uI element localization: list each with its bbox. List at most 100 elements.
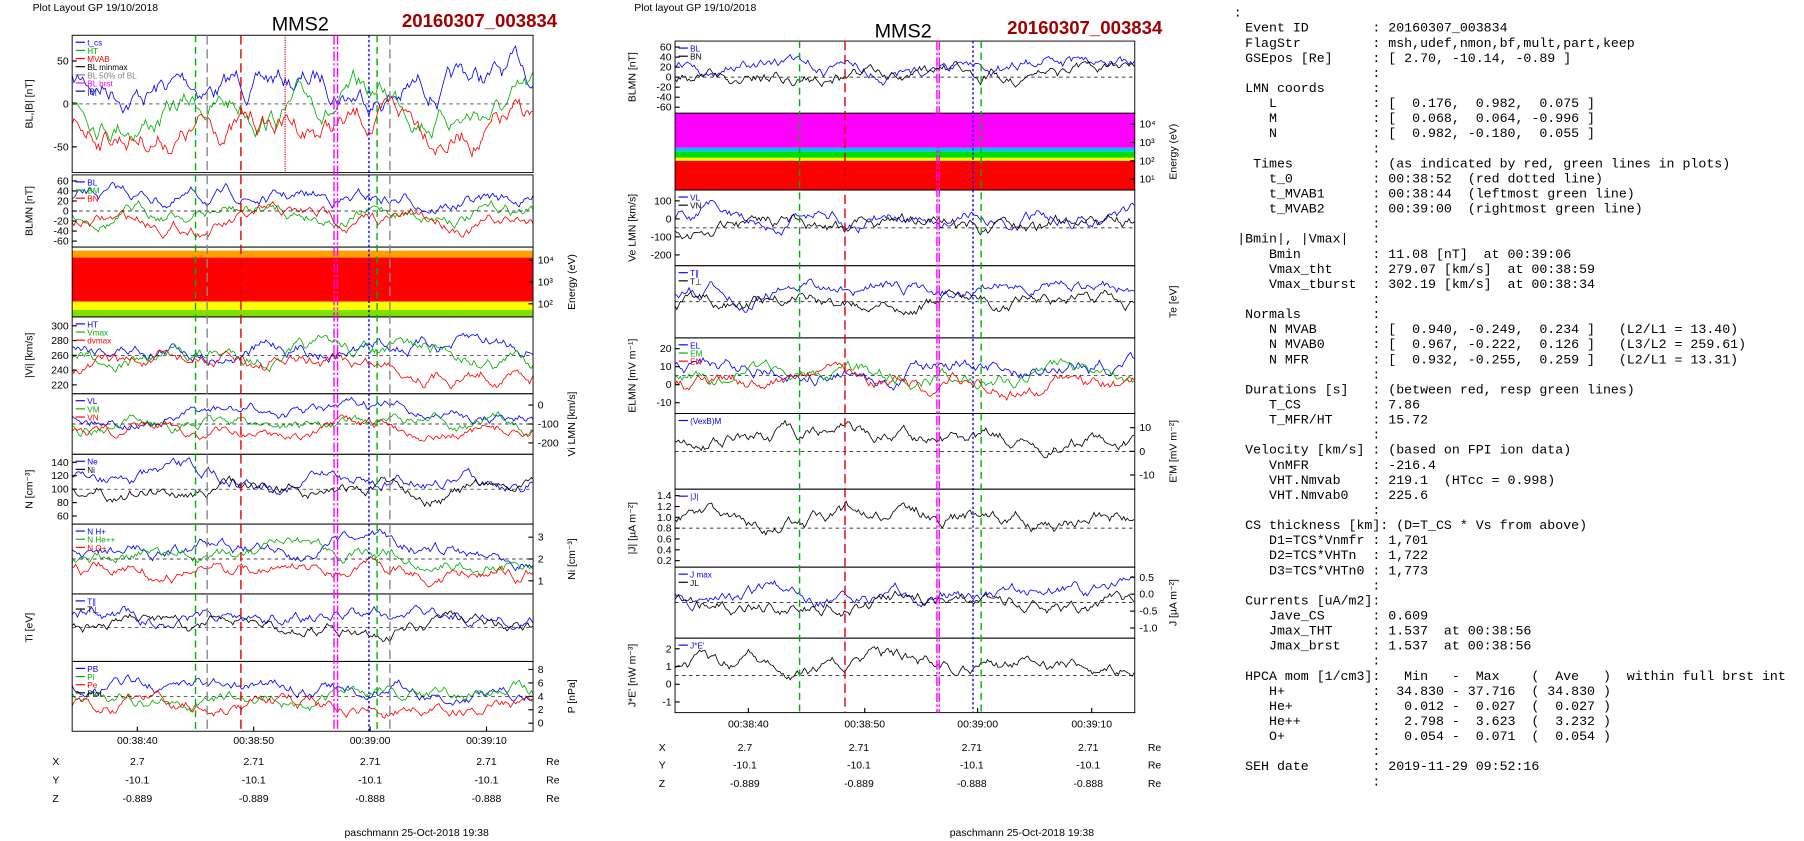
summary-line: GSEpos [Re] : [ 2.70, -10.14, -0.89 ] xyxy=(1237,51,1571,66)
y-axis-label: BL,|B| [nT] xyxy=(25,79,36,128)
x-tick-label: 00:39:10 xyxy=(466,736,507,747)
spectrogram-band xyxy=(72,288,534,302)
summary-line: : xyxy=(1237,654,1380,669)
coord-cell: Z xyxy=(52,794,59,805)
trace xyxy=(71,536,534,576)
legend-label: BM xyxy=(87,187,99,196)
legend-label: Pi xyxy=(87,673,94,682)
x-tick-label: 00:39:10 xyxy=(1071,720,1112,731)
coord-cell: -10.1 xyxy=(1076,760,1100,771)
y-tick-label: 0.5 xyxy=(1139,573,1154,584)
summary-line: SEH date : 2019-11-29 09:52:16 xyxy=(1237,759,1539,774)
y-axis-label: |J| [µA m⁻²] xyxy=(627,502,638,555)
y-tick-label: -10 xyxy=(1139,470,1154,481)
y-tick-label: -1.0 xyxy=(1139,623,1157,634)
trace xyxy=(674,60,1135,88)
summary-line: Jmax_THT : 1.537 at 00:38:56 xyxy=(1237,624,1531,639)
summary-line: T_MFR/HT : 15.72 xyxy=(1237,413,1428,428)
trace xyxy=(71,201,534,239)
y-tick-label: 6 xyxy=(538,678,544,689)
legend-label: Vmax xyxy=(87,329,108,338)
y-tick-label: 100 xyxy=(51,485,69,496)
y-tick-label: 240 xyxy=(51,366,69,377)
coord-cell: -0.889 xyxy=(844,779,874,790)
summary-line: Jave_CS : 0.609 xyxy=(1237,609,1428,624)
summary-line: Vmax_tht : 279.07 [km/s] at 00:38:59 xyxy=(1237,262,1595,277)
y-axis-label: Ni [cm⁻³] xyxy=(567,538,578,580)
summary-line: Times : (as indicated by red, green line… xyxy=(1237,156,1730,171)
plot-title: MMS2 xyxy=(272,14,329,36)
legend-label: PB xyxy=(87,665,98,674)
footer: paschmann 25-Oct-2018 19:38 xyxy=(344,828,489,839)
trace xyxy=(71,528,534,572)
y-tick-label: -40 xyxy=(656,93,671,104)
coord-cell: -10.1 xyxy=(125,776,149,787)
trace xyxy=(674,288,1135,316)
legend-label: T∥ xyxy=(690,269,699,278)
y-tick-label: 0 xyxy=(666,680,672,691)
summary-line: t_MVAB1 : 00:38:44 (leftmost green line) xyxy=(1237,187,1635,202)
y-tick-label: 20 xyxy=(57,196,69,207)
legend-label: MVAB xyxy=(87,55,109,64)
y-tick-label: 280 xyxy=(51,336,69,347)
y-axis-label: BLMN [nT] xyxy=(25,186,36,236)
trace xyxy=(71,181,534,215)
summary-line: : xyxy=(1237,774,1380,789)
summary-line: Currents [uA/m2]: xyxy=(1237,593,1380,608)
coord-cell: -0.889 xyxy=(730,779,760,790)
legend-label: VM xyxy=(87,405,99,414)
summary-line: : xyxy=(1237,503,1380,518)
y-axis-label: BLMN [nT] xyxy=(627,52,638,102)
summary-line: FlagStr : msh,udef,nmon,bf,mult,part,kee… xyxy=(1237,36,1635,51)
y-tick-label: -100 xyxy=(538,419,559,430)
y-tick-label: 10² xyxy=(538,299,554,310)
trace xyxy=(674,500,1135,536)
y-tick-label: 120 xyxy=(51,471,69,482)
trace xyxy=(674,646,1135,681)
legend-label: t_cs xyxy=(87,39,102,48)
legend-label: N H+ xyxy=(87,528,106,537)
y-tick-label: 10⁴ xyxy=(538,256,554,267)
summary-line: VHT.Nmvab0 : 225.6 xyxy=(1237,488,1428,503)
y-tick-label: 100 xyxy=(654,196,672,207)
coord-cell: Re xyxy=(546,794,560,805)
y-tick-label: -60 xyxy=(54,237,69,248)
summary-line: HPCA mom [1/cm3]: Min - Max ( Ave ) with… xyxy=(1237,669,1786,684)
legend-label: T⊥ xyxy=(690,277,702,286)
summary-line: L : [ 0.176, 0.982, 0.075 ] xyxy=(1237,96,1595,111)
y-tick-label: 140 xyxy=(51,458,69,469)
summary-line: M : [ 0.068, 0.064, -0.996 ] xyxy=(1237,111,1595,126)
trace xyxy=(71,610,534,644)
summary-line: T_CS : 7.86 xyxy=(1237,398,1420,413)
legend-label: T⊥ xyxy=(87,606,99,615)
y-tick-label: 10 xyxy=(1139,423,1151,434)
trace xyxy=(72,457,534,496)
x-tick-label: 00:38:40 xyxy=(117,736,158,747)
y-tick-label: 0 xyxy=(63,206,69,217)
y-tick-label: 10⁴ xyxy=(1139,120,1155,131)
y-tick-label: 1 xyxy=(666,662,672,673)
y-tick-label: -1 xyxy=(662,697,671,708)
trace xyxy=(674,357,1135,391)
coord-cell: -10.1 xyxy=(242,776,266,787)
y-tick-label: 3 xyxy=(538,533,544,544)
coord-cell: X xyxy=(52,757,59,768)
y-axis-label: Ti [eV] xyxy=(25,613,36,643)
legend-label: BL xyxy=(690,45,700,54)
y-tick-label: 40 xyxy=(57,186,69,197)
y-tick-label: 40 xyxy=(660,53,672,64)
y-axis-label: J*E' [nW m⁻³] xyxy=(627,644,638,707)
legend-label: HT xyxy=(87,47,98,56)
summary-line: : xyxy=(1237,428,1380,443)
summary-line: : xyxy=(1237,141,1380,156)
spectrogram-band xyxy=(72,257,534,289)
spectrogram-band xyxy=(675,151,1135,158)
y-tick-label: 60 xyxy=(57,176,69,187)
y-tick-label: 0.2 xyxy=(657,556,672,567)
trace xyxy=(71,349,534,390)
y-tick-label: 0.0 xyxy=(1139,590,1154,601)
plot-title: MMS2 xyxy=(875,21,932,43)
x-tick-label: 00:39:00 xyxy=(350,736,391,747)
summary-line: Event ID : 20160307_003834 xyxy=(1237,21,1507,36)
